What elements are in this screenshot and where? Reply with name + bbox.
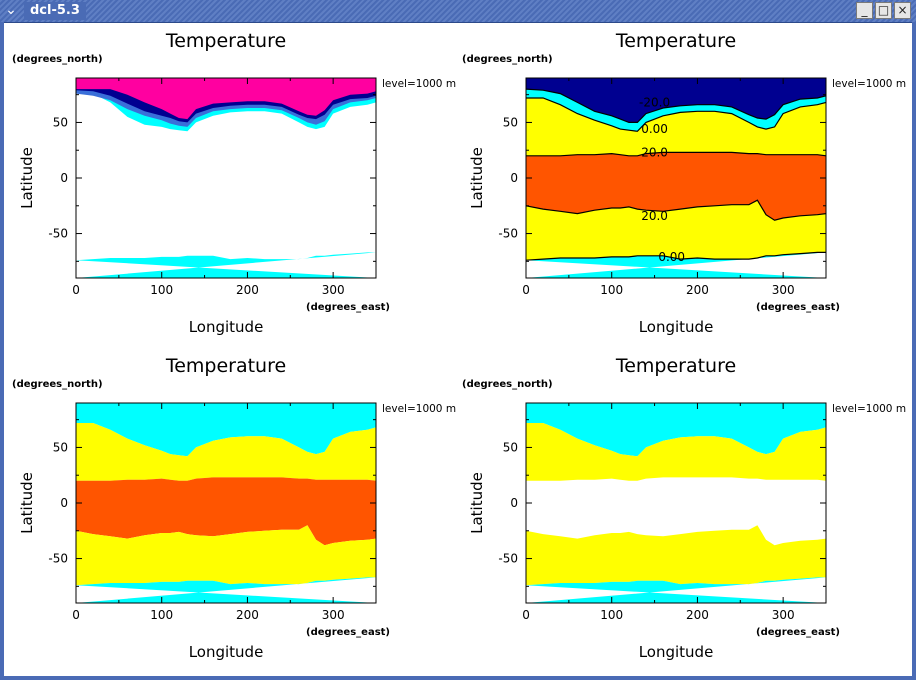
y-axis-label: Latitude (468, 472, 486, 534)
region-warm (76, 477, 376, 546)
contour-label: 0.00 (658, 250, 685, 264)
y-tick-label: 0 (60, 171, 68, 185)
contour-label: 20.0 (641, 145, 668, 159)
x-tick-label: 300 (322, 608, 345, 622)
chart-panel-4: 0 100 200 300 -50 0 50 Temperature (degrees_nort… (462, 355, 906, 661)
y-axis-label: Latitude (468, 147, 486, 209)
x-tick-label: 100 (600, 608, 623, 622)
region-south-mild (76, 525, 376, 586)
x-tick-label: 100 (600, 283, 623, 297)
chart-panel-1: 0 100 200 300 -50 0 50 Temperature (degrees_nort… (12, 30, 456, 336)
region-south-mild (526, 200, 826, 261)
y-tick-label: 50 (53, 440, 68, 454)
x-tick-label: 0 (72, 608, 80, 622)
x-tick-label: 300 (772, 608, 795, 622)
close-button[interactable]: × (894, 2, 911, 19)
window-border-left (0, 22, 4, 680)
title-bar[interactable]: ⌄ dcl-5.3 _ □ × (0, 0, 916, 23)
x-tick-label: 200 (236, 608, 259, 622)
y-tick-label: -50 (498, 552, 518, 566)
y-tick-label: -50 (48, 227, 68, 241)
plot-canvas: 0 100 200 300 -50 0 50 Temperature (degrees_nort… (12, 30, 906, 661)
y-tick-label: 0 (60, 496, 68, 510)
x-units-label: (degrees_east) (756, 302, 840, 313)
x-tick-label: 200 (686, 283, 709, 297)
level-label: level=1000 m (832, 78, 906, 90)
x-units-label: (degrees_east) (306, 627, 390, 638)
x-tick-label: 200 (686, 608, 709, 622)
region-cold-4 (76, 78, 376, 120)
region-north-cold (526, 89, 826, 132)
x-tick-label: 0 (522, 608, 530, 622)
contour-line (525, 199, 827, 221)
contour-line (525, 251, 826, 261)
chart-title: Temperature (165, 30, 286, 52)
x-tick-label: 0 (522, 283, 530, 297)
y-tick-label: 0 (510, 496, 518, 510)
minimize-button[interactable]: _ (856, 2, 873, 19)
level-label: level=1000 m (382, 78, 456, 90)
region-north-cold (76, 403, 376, 457)
window-border-right (912, 22, 916, 680)
region-north-cold (526, 403, 826, 457)
x-units-label: (degrees_east) (306, 302, 390, 313)
chart-panel-3: 0 100 200 300 -50 0 50 Temperature (degrees_nort… (12, 355, 456, 661)
y-tick-label: -50 (48, 552, 68, 566)
contour-line (526, 97, 827, 132)
maximize-button[interactable]: □ (875, 2, 892, 19)
y-tick-label: 50 (503, 440, 518, 454)
chart-panel-2: -20.0 0.00 20.0 20.0 0.00 0 100 200 300 -50 0 50 Tem… (462, 30, 906, 336)
window-border-bottom (0, 676, 916, 680)
y-axis-label: Latitude (18, 472, 36, 534)
y-units-label: (degrees_north) (462, 379, 553, 390)
x-units-label: (degrees_east) (756, 627, 840, 638)
x-tick-label: 300 (772, 283, 795, 297)
window-menu-icon[interactable]: ⌄ (5, 2, 17, 18)
chart-title: Temperature (165, 355, 286, 377)
window-title: dcl-5.3 (24, 2, 86, 20)
region-south-mild (526, 525, 826, 586)
x-tick-label: 0 (72, 283, 80, 297)
contour-line (526, 151, 827, 157)
contour-line (525, 88, 827, 124)
x-axis-label: Longitude (639, 318, 714, 336)
level-label: level=1000 m (382, 403, 456, 415)
y-tick-label: 0 (510, 171, 518, 185)
x-tick-label: 100 (150, 283, 173, 297)
x-axis-label: Longitude (189, 318, 264, 336)
region-north-mild (526, 98, 826, 156)
x-tick-label: 300 (322, 283, 345, 297)
y-tick-label: -50 (498, 227, 518, 241)
x-tick-label: 100 (150, 608, 173, 622)
region-north-mild (76, 423, 376, 481)
region-north-mild (526, 423, 826, 481)
x-axis-label: Longitude (189, 643, 264, 661)
contour-label: 0.00 (641, 122, 668, 136)
y-units-label: (degrees_north) (12, 379, 103, 390)
y-units-label: (degrees_north) (462, 54, 553, 65)
y-tick-label: 50 (53, 115, 68, 129)
level-label: level=1000 m (832, 403, 906, 415)
y-axis-label: Latitude (18, 147, 36, 209)
chart-title: Temperature (615, 355, 736, 377)
contour-label: 20.0 (641, 209, 668, 223)
x-axis-label: Longitude (639, 643, 714, 661)
contour-label: -20.0 (639, 95, 670, 109)
chart-title: Temperature (615, 30, 736, 52)
x-tick-label: 200 (236, 283, 259, 297)
y-tick-label: 50 (503, 115, 518, 129)
region-below-minus20 (526, 78, 826, 123)
y-units-label: (degrees_north) (12, 54, 103, 65)
